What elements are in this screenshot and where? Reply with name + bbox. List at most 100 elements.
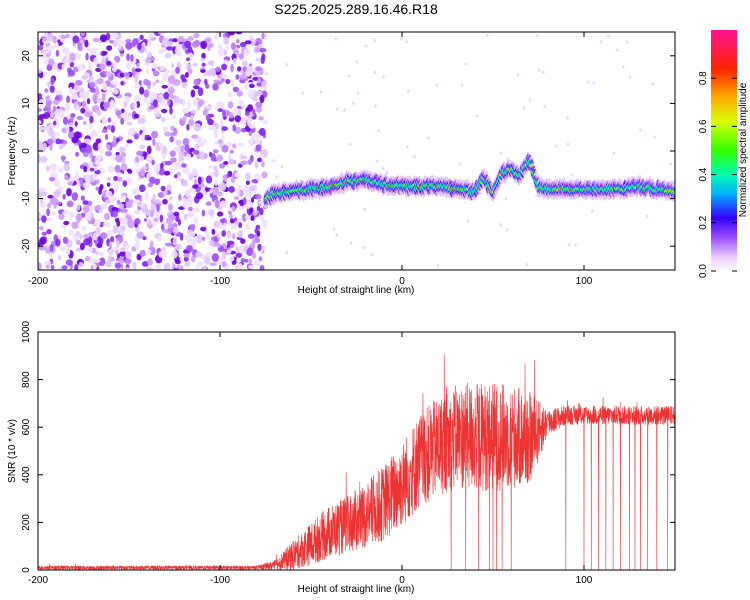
noise-cell — [155, 113, 162, 117]
noise-cell — [73, 84, 79, 91]
noise-cell — [107, 117, 112, 123]
colorbar-ticks: 0.0 0.2 0.4 0.6 0.8 — [698, 71, 737, 278]
colorbar-tick-label: 0.2 — [698, 215, 709, 229]
noise-cell — [132, 262, 137, 270]
noise-cell — [377, 129, 380, 133]
noise-cell — [61, 47, 70, 54]
noise-cell — [216, 154, 224, 162]
noise-cell — [66, 95, 71, 104]
noise-cell — [83, 238, 91, 246]
noise-cell — [134, 218, 141, 225]
noise-cell — [191, 134, 199, 139]
noise-cell — [175, 243, 182, 250]
noise-cell — [506, 228, 509, 232]
noise-cell — [46, 46, 50, 55]
noise-cell — [58, 144, 63, 150]
colorbar-tick-label: 0.6 — [698, 119, 709, 133]
noise-cell — [256, 205, 261, 212]
noise-cell — [124, 243, 130, 250]
noise-cell — [94, 219, 101, 228]
noise-cell — [435, 83, 439, 87]
noise-cell — [227, 91, 232, 98]
noise-cell — [213, 169, 219, 178]
noise-cell — [100, 232, 108, 240]
noise-cell — [55, 138, 62, 145]
noise-cell — [139, 184, 146, 193]
noise-cell — [38, 44, 44, 51]
noise-cell — [217, 43, 222, 50]
noise-cell — [65, 259, 73, 266]
noise-cell — [58, 212, 65, 221]
noise-cell — [241, 213, 247, 222]
noise-cell — [352, 101, 355, 105]
noise-cell — [193, 149, 200, 155]
noise-cell — [193, 123, 201, 132]
noise-cell — [121, 195, 127, 201]
noise-cell — [251, 252, 257, 259]
noise-cell — [158, 48, 163, 55]
noise-cell — [115, 240, 120, 248]
noise-cell — [90, 130, 98, 138]
noise-cell — [49, 244, 54, 253]
noise-cell — [629, 75, 632, 79]
noise-cell — [208, 68, 212, 77]
noise-cell — [47, 32, 54, 42]
noise-cell — [108, 242, 113, 248]
noise-cell — [182, 138, 190, 146]
noise-cell — [173, 127, 178, 136]
noise-cell — [136, 150, 144, 156]
noise-cell — [150, 202, 156, 212]
noise-cell — [535, 34, 539, 38]
noise-cell — [255, 66, 262, 72]
noise-cell — [149, 56, 155, 61]
noise-cell — [120, 117, 125, 125]
x-tick-label: -100 — [210, 575, 230, 586]
noise-cell — [191, 168, 199, 177]
noise-cell — [144, 48, 148, 54]
noise-cell — [196, 234, 204, 241]
y-tick-label: -20 — [21, 239, 32, 254]
noise-cell — [183, 256, 189, 263]
noise-cell — [75, 239, 81, 245]
noise-cell — [138, 118, 146, 124]
noise-cell — [612, 151, 616, 155]
spectrogram-y-label: Frequency (Hz) — [7, 117, 18, 186]
noise-cell — [574, 243, 577, 247]
noise-cell — [229, 149, 234, 154]
noise-cell — [38, 120, 42, 125]
noise-cell — [131, 67, 136, 76]
noise-cell — [241, 60, 248, 67]
noise-cell — [40, 155, 48, 163]
noise-cell — [639, 128, 642, 132]
noise-cell — [112, 89, 119, 95]
noise-cell — [113, 246, 120, 251]
noise-cell — [65, 33, 70, 39]
noise-cell — [265, 72, 268, 76]
noise-cell — [190, 114, 194, 120]
noise-cell — [54, 108, 62, 117]
noise-cell — [246, 201, 253, 210]
noise-cell — [157, 235, 162, 242]
noise-cell — [59, 245, 66, 251]
noise-cell — [134, 241, 140, 250]
noise-cell — [141, 261, 149, 267]
noise-cell — [249, 207, 254, 214]
noise-cell — [104, 199, 111, 204]
noise-cell — [99, 184, 104, 190]
noise-cell — [272, 159, 276, 163]
noise-cell — [93, 166, 98, 171]
noise-cell — [223, 223, 227, 231]
noise-cell — [405, 145, 409, 149]
noise-cell — [66, 200, 74, 208]
noise-cell — [144, 191, 149, 201]
noise-cell — [247, 89, 255, 98]
noise-cell — [116, 199, 121, 205]
noise-cell — [38, 114, 47, 119]
noise-cell — [69, 122, 74, 127]
noise-cell — [669, 162, 672, 166]
noise-cell — [137, 42, 142, 51]
noise-cell — [217, 191, 223, 197]
noise-cell — [126, 139, 133, 144]
noise-cell — [78, 261, 84, 268]
